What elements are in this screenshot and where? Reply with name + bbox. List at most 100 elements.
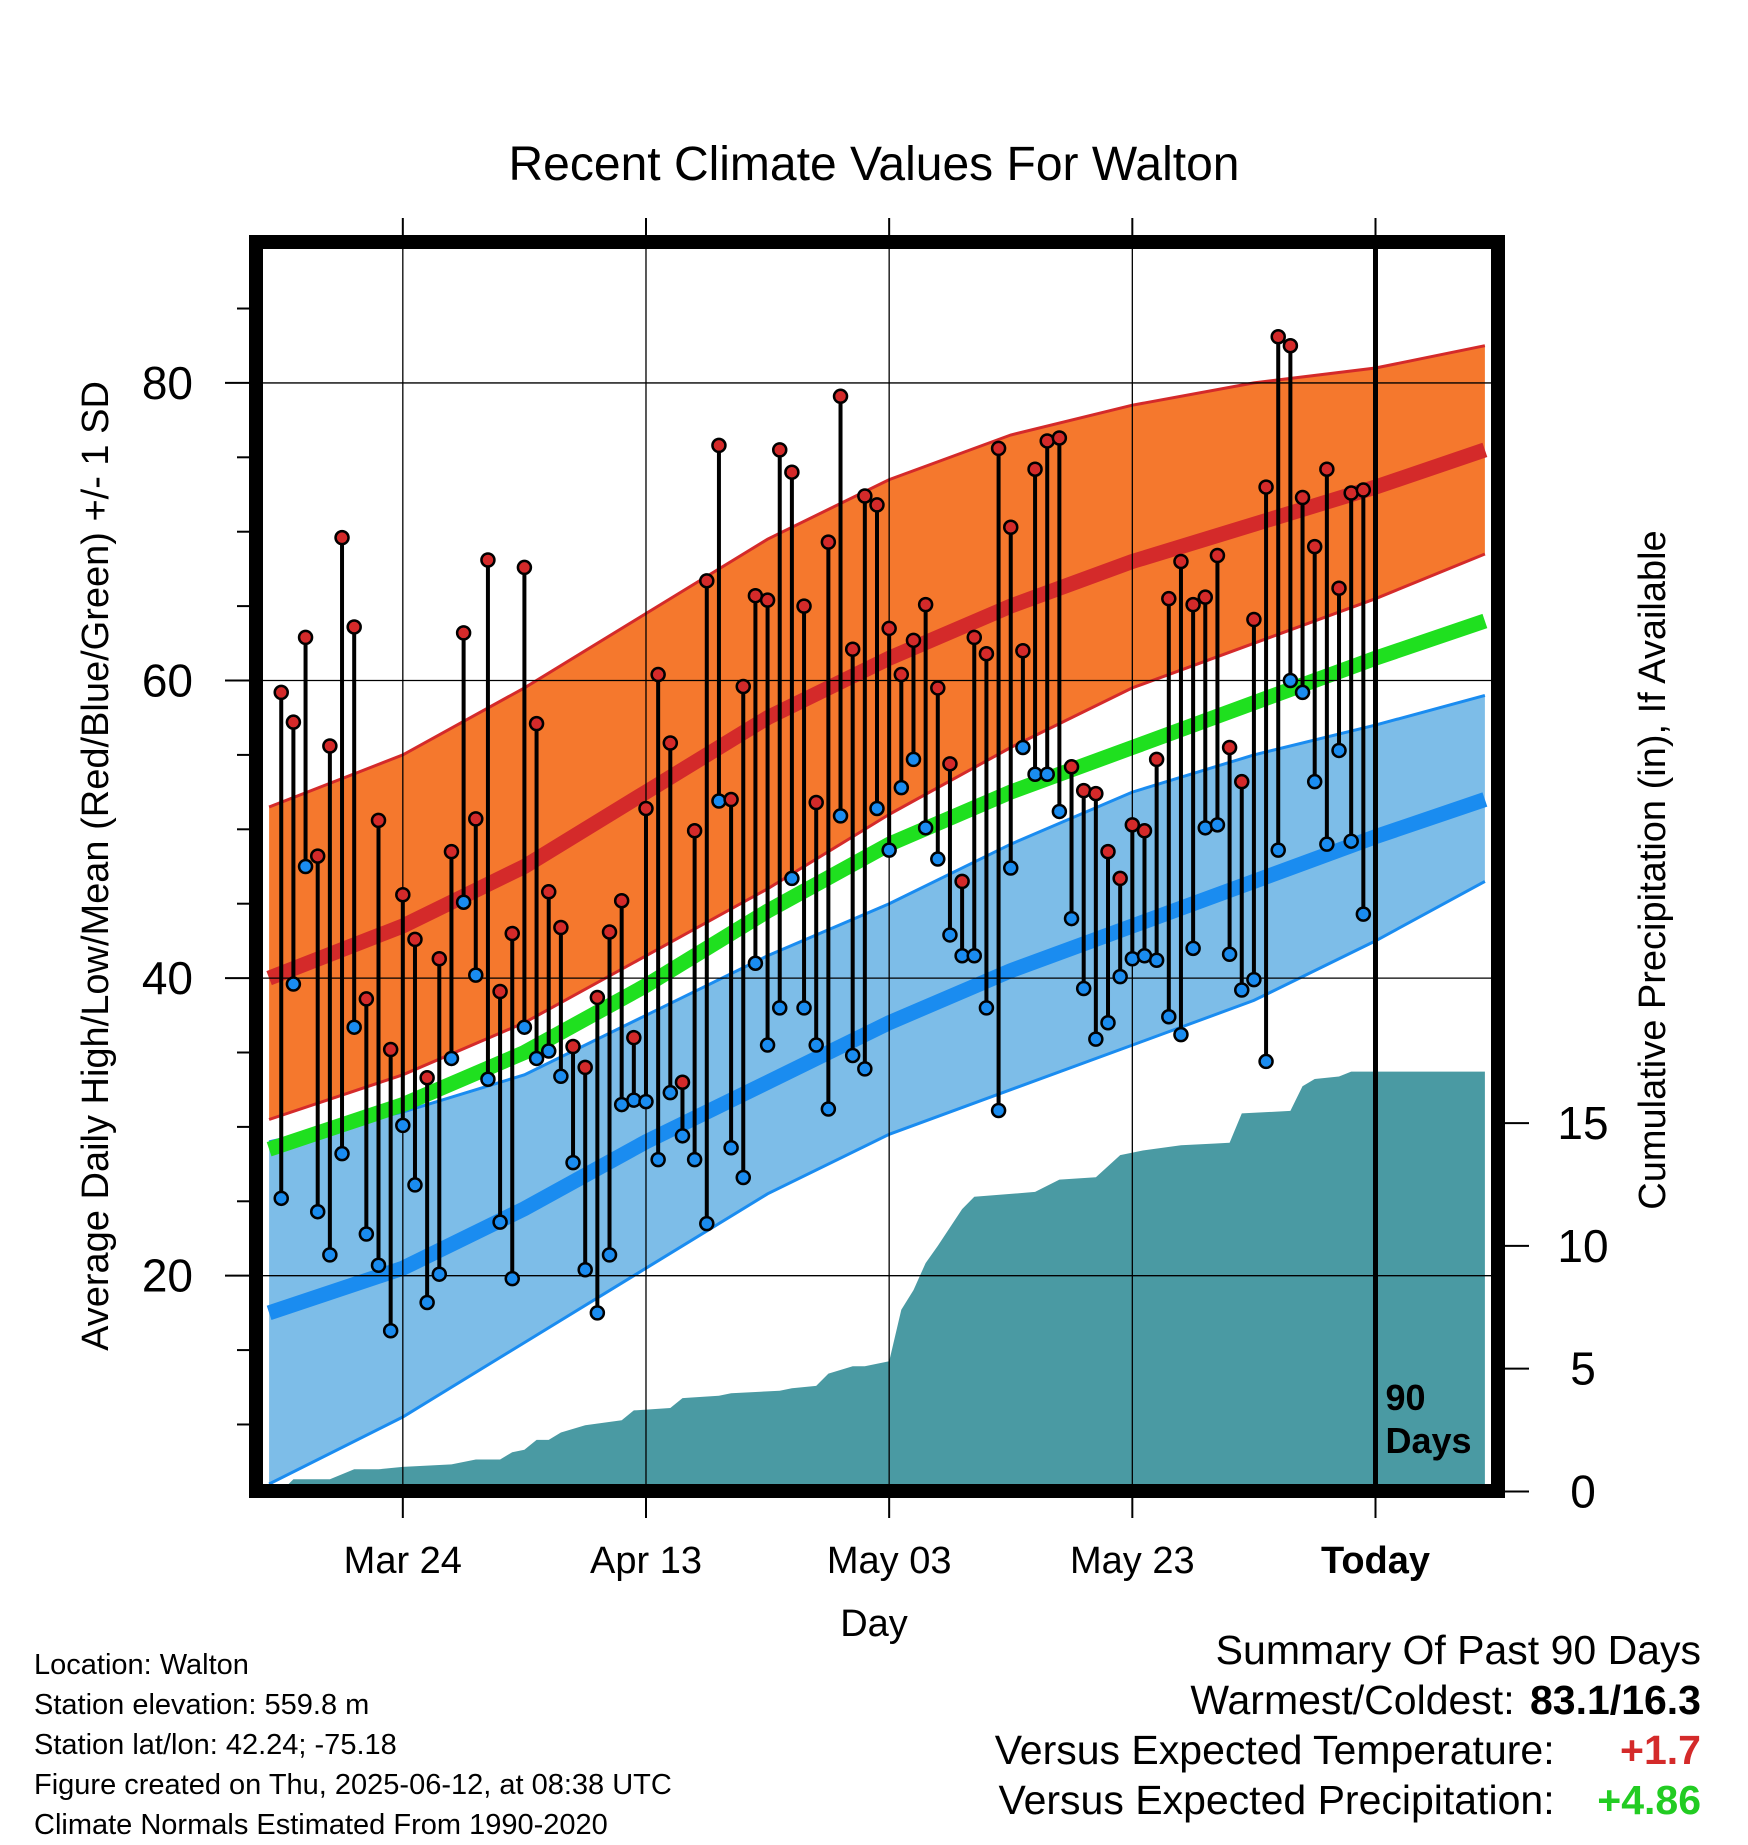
summary-panel: Summary Of Past 90 Days Warmest/Coldest:… <box>995 1625 1701 1825</box>
daily-low-point <box>370 1257 387 1274</box>
daily-low-point <box>711 793 727 809</box>
daily-low-point <box>455 894 472 910</box>
warm-cold-label: Warmest/Coldest: <box>1190 1677 1515 1723</box>
daily-high-point <box>1136 823 1153 839</box>
daily-low-point <box>857 1061 873 1077</box>
daily-low-point <box>650 1151 666 1168</box>
y-tick-label: 80 <box>142 357 193 409</box>
station-info: Location: Walton Station elevation: 559.… <box>34 1645 672 1845</box>
normals-text: Climate Normals Estimated From 1990-2020 <box>34 1809 608 1841</box>
daily-high-point <box>1100 843 1116 860</box>
daily-low-point <box>1088 1031 1104 1047</box>
daily-high-point <box>735 678 752 695</box>
daily-low-point <box>480 1071 496 1088</box>
daily-high-point <box>881 620 897 637</box>
daily-low-point <box>1246 971 1262 988</box>
daily-high-point <box>1197 589 1214 605</box>
daily-high-point <box>285 714 302 730</box>
precipitation-area <box>288 1071 1485 1484</box>
daily-low-point <box>626 1092 642 1108</box>
today-days-label: Days <box>1385 1420 1471 1461</box>
daily-low-point <box>358 1226 375 1242</box>
daily-high-point <box>1015 642 1031 659</box>
daily-high-point <box>334 529 350 546</box>
daily-low-point <box>1161 1009 1177 1025</box>
daily-low-point <box>966 948 983 964</box>
daily-high-point <box>954 873 970 890</box>
y-tick-label: 60 <box>142 655 193 707</box>
daily-low-point <box>382 1322 399 1339</box>
today-days-label: 90 <box>1385 1377 1425 1418</box>
daily-high-point <box>1221 739 1238 756</box>
plot-frame <box>249 235 1505 1498</box>
daily-low-point <box>1343 833 1359 849</box>
daily-high-point <box>784 464 800 480</box>
daily-high-point <box>930 680 946 696</box>
daily-high-point <box>723 791 739 808</box>
daily-high-point <box>309 848 326 864</box>
daily-high-point <box>601 924 618 940</box>
daily-high-point <box>565 1038 581 1055</box>
y2-tick-label: 5 <box>1570 1343 1596 1395</box>
daily-low-point <box>832 808 849 824</box>
daily-low-point <box>1282 672 1299 689</box>
daily-high-point <box>1088 785 1104 802</box>
daily-high-point <box>528 715 545 732</box>
daily-high-point <box>297 629 314 646</box>
daily-high-point <box>553 919 569 936</box>
axes: 20 40 60 80 0 5 10 15 Mar 24 Apr 13 May 03 May 23 To… <box>142 218 1609 1582</box>
daily-high-point <box>650 666 666 683</box>
daily-high-point <box>577 1059 593 1076</box>
daily-high-point <box>504 925 520 942</box>
daily-high-point <box>370 812 387 829</box>
daily-high-point <box>322 738 338 754</box>
daily-low-point <box>905 751 922 768</box>
y2-axis-label: Cumulative Precipitation (in), If Availa… <box>1632 530 1674 1209</box>
daily-low-point <box>285 976 302 992</box>
y-axis-label: Average Daily High/Low/Mean (Red/Blue/Gr… <box>75 381 117 1351</box>
daily-low-point <box>540 1043 557 1059</box>
daily-high-point <box>1270 329 1286 345</box>
daily-high-point <box>869 497 885 513</box>
precip-value: +4.86 <box>1597 1777 1701 1823</box>
daily-low-point <box>820 1101 837 1117</box>
warm-cold-value: 83.1/16.3 <box>1530 1677 1701 1723</box>
temp-label: Versus Expected Temperature: <box>994 1727 1555 1773</box>
daily-high-point <box>626 1029 642 1046</box>
daily-low-point <box>771 1000 788 1016</box>
y2-tick-label: 10 <box>1557 1220 1608 1272</box>
daily-high-point <box>832 388 849 405</box>
daily-high-point <box>638 800 654 817</box>
location-text: Location: Walton <box>34 1649 249 1681</box>
daily-high-point <box>662 735 679 751</box>
daily-low-point <box>699 1215 715 1232</box>
daily-low-point <box>589 1305 606 1321</box>
daily-high-point <box>711 437 727 454</box>
daily-low-point <box>1209 817 1226 833</box>
daily-low-point <box>1039 766 1055 782</box>
daily-low-point <box>504 1270 520 1287</box>
daily-high-point <box>674 1074 691 1091</box>
daily-high-point <box>771 442 788 458</box>
daily-low-point <box>1173 1026 1189 1043</box>
daily-low-point <box>881 842 897 858</box>
daily-high-point <box>1124 817 1141 833</box>
elevation-text: Station elevation: 559.8 m <box>34 1689 370 1721</box>
daily-low-point <box>334 1145 350 1162</box>
daily-low-point <box>942 927 958 943</box>
daily-high-point <box>613 892 630 909</box>
daily-high-point <box>273 684 289 701</box>
daily-low-point <box>1197 820 1214 836</box>
daily-high-point <box>1148 751 1165 768</box>
daily-low-point <box>1051 803 1068 820</box>
daily-high-point <box>468 811 484 827</box>
daily-low-point <box>297 858 314 875</box>
daily-low-point <box>662 1084 679 1101</box>
daily-low-point <box>674 1128 691 1144</box>
daily-high-point <box>516 559 533 576</box>
daily-high-point <box>480 552 496 568</box>
daily-low-point <box>930 851 946 867</box>
x-axis-label: Day <box>840 1603 908 1645</box>
